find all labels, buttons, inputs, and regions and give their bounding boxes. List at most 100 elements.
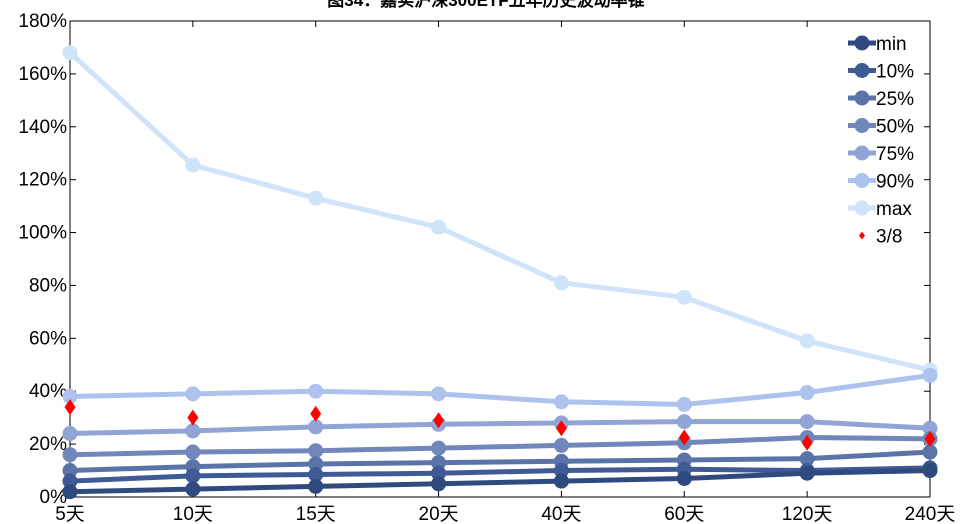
legend-item: 50%	[848, 117, 914, 138]
x-axis: 5天 10天 15天 20天 40天 60天 120天 240天	[55, 21, 955, 524]
legend-swatch-dot	[854, 118, 870, 133]
series-line	[69, 468, 931, 495]
x-tick-label: 20天	[419, 504, 459, 524]
data-point	[799, 414, 815, 430]
data-point	[431, 386, 447, 402]
legend-swatch-diamond	[859, 231, 865, 240]
legend-label: max	[876, 199, 912, 220]
legend-swatch-dot	[854, 200, 870, 216]
legend-swatch-dot	[854, 173, 870, 188]
series-min	[62, 463, 938, 500]
marker-point	[801, 434, 813, 451]
data-point	[799, 451, 815, 467]
data-point	[62, 389, 78, 405]
series-line	[69, 435, 931, 458]
y-tick-label: 160%	[18, 64, 67, 85]
data-point	[308, 383, 324, 399]
data-point	[308, 443, 324, 459]
y-axis: 0% 20% 40% 60% 80% 100% 120% 140% 160% 180%	[18, 11, 930, 508]
data-point	[185, 423, 201, 439]
data-point	[431, 219, 447, 235]
data-point	[676, 414, 692, 430]
data-point	[62, 45, 78, 61]
legend-item: 3/8	[859, 227, 902, 248]
x-tick-label: 5天	[55, 504, 85, 524]
series-layer	[62, 45, 938, 500]
legend-label: 10%	[876, 62, 914, 83]
y-tick-label: 120%	[18, 170, 67, 191]
data-point	[553, 394, 569, 410]
data-point	[553, 437, 569, 453]
series-line	[69, 372, 931, 407]
plot-area	[69, 20, 931, 498]
series-line	[69, 419, 931, 437]
y-tick-label: 40%	[29, 381, 67, 402]
data-point	[185, 157, 201, 173]
legend-label: 75%	[876, 144, 914, 165]
data-point	[553, 463, 569, 479]
legend-item: 75%	[848, 144, 914, 165]
marker-point	[678, 429, 690, 446]
legend-label: 90%	[876, 172, 914, 193]
data-point	[185, 481, 201, 497]
data-point	[799, 333, 815, 349]
data-point	[431, 465, 447, 481]
data-point	[676, 470, 692, 486]
legend-swatch-dot	[854, 63, 870, 78]
series-line	[69, 449, 931, 474]
data-point	[553, 275, 569, 291]
x-tick-label: 15天	[296, 504, 336, 524]
data-point	[62, 447, 78, 463]
data-point	[185, 468, 201, 484]
data-point	[185, 444, 201, 460]
data-point	[308, 419, 324, 435]
legend-swatch-dot	[854, 35, 870, 51]
series-75pct	[62, 414, 938, 442]
x-tick-label: 60天	[664, 504, 704, 524]
data-point	[62, 473, 78, 489]
legend-label: min	[876, 34, 907, 55]
y-tick-label: 0%	[40, 487, 68, 508]
y-tick-label: 60%	[29, 328, 67, 349]
data-point	[922, 367, 938, 383]
data-point	[431, 455, 447, 471]
y-tick-label: 140%	[18, 117, 67, 138]
data-point	[62, 484, 78, 500]
legend: min 10% 25% 50% 75% 90% max 3/8	[848, 34, 914, 248]
marker-layer	[64, 399, 936, 451]
data-point	[62, 463, 78, 479]
x-tick-label: 40天	[541, 504, 581, 524]
legend-label: 50%	[876, 117, 914, 138]
legend-label: 25%	[876, 89, 914, 110]
data-point	[431, 476, 447, 492]
legend-label: 3/8	[876, 227, 902, 248]
data-point	[922, 420, 938, 436]
data-point	[62, 426, 78, 442]
chart-title: 图34：嘉实沪深300ETF五年历史波动率锥	[327, 0, 644, 10]
legend-item: 90%	[848, 172, 914, 193]
marker-point	[555, 420, 567, 437]
marker-point	[924, 430, 936, 447]
y-tick-label: 180%	[18, 11, 67, 32]
data-point	[799, 385, 815, 401]
series-90pct	[62, 367, 938, 412]
legend-item: 10%	[848, 62, 914, 83]
data-point	[308, 190, 324, 206]
data-point	[922, 444, 938, 460]
data-point	[799, 465, 815, 481]
data-point	[676, 396, 692, 412]
data-point	[676, 289, 692, 305]
marker-point	[64, 399, 76, 416]
x-tick-label: 10天	[173, 504, 213, 524]
x-tick-label: 120天	[782, 504, 833, 524]
marker-point	[187, 409, 199, 426]
y-tick-label: 80%	[29, 275, 67, 296]
series-max	[62, 45, 938, 378]
marker-point	[310, 405, 322, 422]
data-point	[185, 386, 201, 402]
y-tick-label: 100%	[18, 223, 67, 244]
legend-item: max	[848, 199, 912, 220]
data-point	[431, 440, 447, 456]
data-point	[308, 456, 324, 472]
